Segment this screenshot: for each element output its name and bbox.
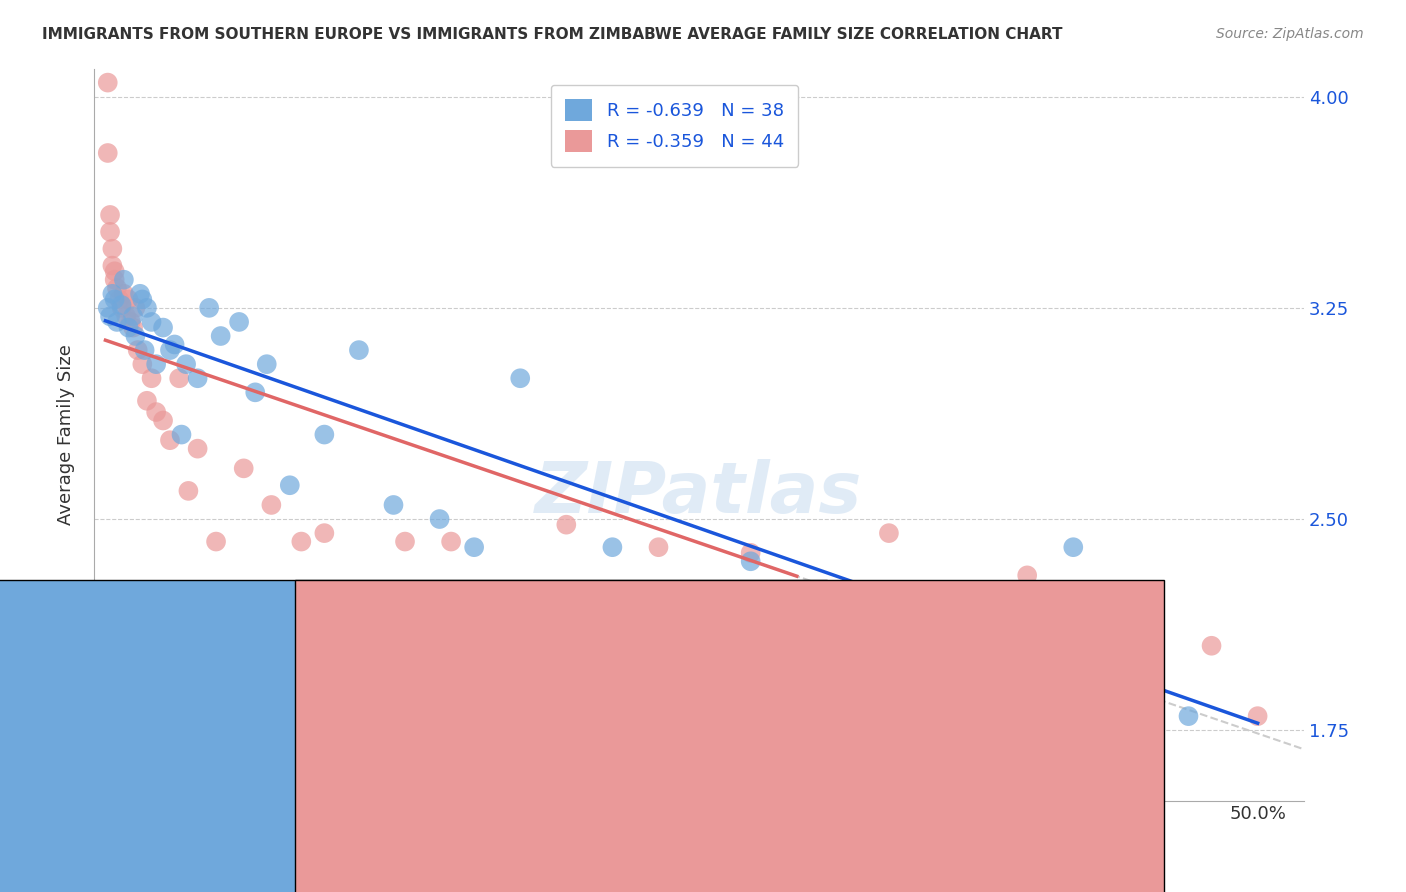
Point — [1201, 639, 1223, 653]
Point — [104, 293, 127, 307]
Text: ZIPatlas: ZIPatlas — [536, 458, 862, 528]
Point — [314, 427, 336, 442]
Point — [145, 405, 167, 419]
Point — [1246, 709, 1268, 723]
Text: Immigrants from Southern Europe: Immigrants from Southern Europe — [392, 838, 676, 856]
Point — [314, 526, 336, 541]
Point — [232, 461, 254, 475]
Point — [256, 357, 278, 371]
Point — [1062, 540, 1084, 554]
Point — [1132, 610, 1154, 624]
Point — [382, 498, 405, 512]
Point — [98, 208, 121, 222]
Point — [170, 427, 193, 442]
Point — [209, 329, 232, 343]
Point — [131, 293, 153, 307]
Point — [117, 320, 139, 334]
Point — [278, 478, 301, 492]
Text: IMMIGRANTS FROM SOUTHERN EUROPE VS IMMIGRANTS FROM ZIMBABWE AVERAGE FAMILY SIZE : IMMIGRANTS FROM SOUTHERN EUROPE VS IMMIG… — [42, 27, 1063, 42]
Point — [141, 371, 163, 385]
Point — [145, 357, 167, 371]
Point — [463, 540, 485, 554]
Point — [205, 534, 228, 549]
Point — [602, 540, 624, 554]
Point — [122, 320, 145, 334]
Point — [136, 301, 159, 315]
Point — [104, 264, 127, 278]
Point — [290, 534, 312, 549]
Text: Immigrants from Zimbabwe: Immigrants from Zimbabwe — [756, 838, 987, 856]
Point — [122, 310, 145, 324]
Point — [141, 315, 163, 329]
Point — [245, 385, 267, 400]
Point — [98, 225, 121, 239]
Point — [647, 540, 669, 554]
Point — [131, 357, 153, 371]
Point — [97, 146, 120, 161]
Point — [228, 315, 250, 329]
Point — [124, 329, 146, 343]
Point — [486, 624, 509, 639]
Point — [105, 315, 128, 329]
Point — [198, 301, 221, 315]
Point — [163, 337, 186, 351]
Point — [347, 343, 370, 357]
Point — [101, 242, 124, 256]
Point — [112, 286, 135, 301]
Y-axis label: Average Family Size: Average Family Size — [58, 344, 75, 525]
Point — [108, 293, 131, 307]
Point — [1177, 709, 1199, 723]
Point — [152, 413, 174, 427]
Point — [260, 498, 283, 512]
Point — [117, 293, 139, 307]
Point — [394, 534, 416, 549]
Point — [1017, 568, 1039, 582]
Point — [98, 310, 121, 324]
Point — [110, 301, 132, 315]
Point — [105, 281, 128, 295]
Point — [134, 343, 156, 357]
Point — [347, 624, 370, 639]
Point — [440, 534, 463, 549]
Point — [110, 298, 132, 312]
Point — [167, 371, 190, 385]
Point — [124, 301, 146, 315]
Point — [174, 357, 197, 371]
Point — [555, 517, 578, 532]
Point — [740, 554, 762, 568]
Point — [115, 310, 138, 324]
Point — [429, 512, 451, 526]
Point — [112, 273, 135, 287]
Point — [101, 259, 124, 273]
Point — [104, 273, 127, 287]
Point — [127, 343, 149, 357]
Point — [97, 301, 120, 315]
Point — [509, 371, 531, 385]
Point — [159, 343, 181, 357]
Point — [177, 483, 200, 498]
Point — [101, 286, 124, 301]
Point — [97, 76, 120, 90]
Point — [159, 433, 181, 447]
Point — [877, 526, 900, 541]
Point — [187, 371, 209, 385]
Point — [129, 286, 152, 301]
Point — [187, 442, 209, 456]
Point — [152, 320, 174, 334]
Point — [136, 393, 159, 408]
Legend: R = -0.639   N = 38, R = -0.359   N = 44: R = -0.639 N = 38, R = -0.359 N = 44 — [551, 85, 799, 167]
Point — [740, 546, 762, 560]
Point — [120, 315, 142, 329]
Text: Source: ZipAtlas.com: Source: ZipAtlas.com — [1216, 27, 1364, 41]
